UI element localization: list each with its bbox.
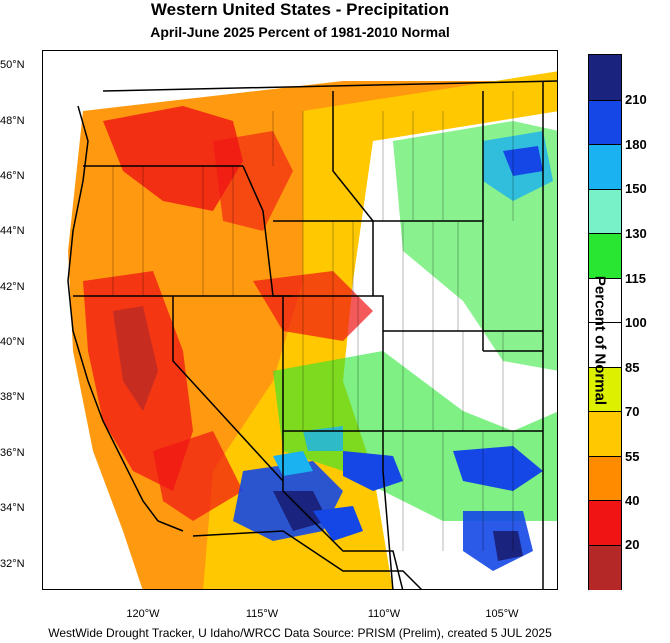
legend-label-130: 130 [625,226,647,241]
legend-title: Percent of Normal [591,275,609,406]
lat-label-34: 34°N [0,502,25,514]
legend-swatch [589,322,621,368]
legend-swatch [589,455,621,501]
legend-color-bar [588,54,622,590]
lat-label-40: 40°N [0,336,25,348]
legend-label-55: 55 [625,449,640,464]
lon-label-120w: 120°W [126,608,160,620]
legend-swatch [589,366,621,412]
legend-swatch [589,500,621,546]
legend-label-20: 20 [625,537,640,552]
precipitation-map [42,50,558,590]
legend-swatch [589,277,621,323]
footer-credit: WestWide Drought Tracker, U Idaho/WRCC D… [48,626,552,640]
legend-swatch [589,99,621,145]
legend-label-150: 150 [625,181,647,196]
lon-label-105w: 105°W [485,608,519,620]
legend-label-180: 180 [625,137,647,152]
lon-label-110w: 110°W [367,608,401,620]
legend-swatch [589,544,621,590]
lat-label-50: 50°N [0,59,25,71]
lat-label-32: 32°N [0,558,25,570]
legend-label-210: 210 [625,92,647,107]
legend-swatch [589,144,621,190]
map-title: Western United States - Precipitation [150,0,450,19]
lat-label-38: 38°N [0,391,25,403]
map-svg [43,51,557,589]
lat-label-48: 48°N [0,115,25,127]
lat-label-46: 46°N [0,170,25,182]
map-subtitle: April-June 2025 Percent of 1981-2010 Nor… [150,24,450,40]
legend-swatch [589,411,621,457]
lat-label-42: 42°N [0,281,25,293]
legend-label-115: 115 [625,271,646,286]
lon-label-115w: 115°W [245,608,279,620]
lat-label-36: 36°N [0,447,25,459]
legend-label-70: 70 [625,404,640,419]
legend-label-100: 100 [625,315,647,330]
legend-swatch [589,233,621,279]
legend-label-85: 85 [625,360,640,375]
lat-label-44: 44°N [0,225,25,237]
legend-swatch [589,55,621,100]
legend-swatch [589,188,621,234]
legend-label-40: 40 [625,493,640,508]
